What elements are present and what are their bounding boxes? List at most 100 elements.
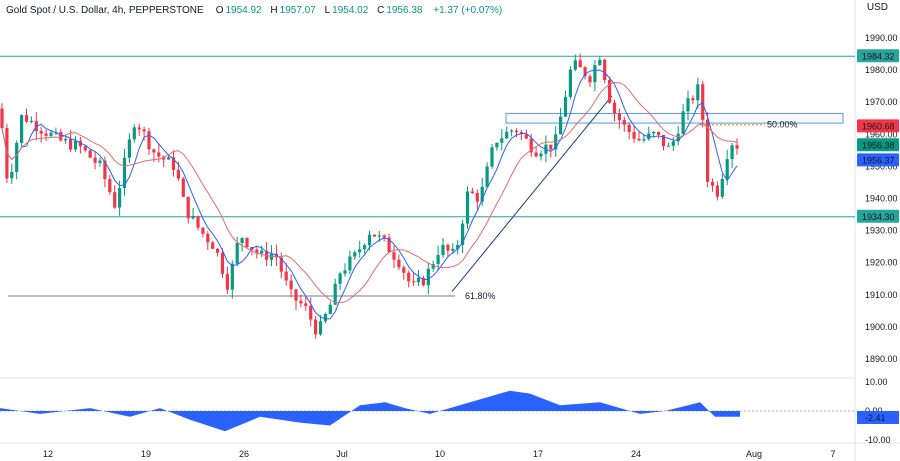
candle-body (563, 96, 568, 117)
x-tick-label: 10 (435, 449, 445, 459)
price-tag-green-bg (857, 138, 899, 152)
candle-body (113, 192, 117, 208)
candle-body (118, 187, 122, 208)
candle-body (323, 314, 327, 322)
y-tick-label: 1890.00 (865, 354, 898, 364)
candle-body (49, 132, 53, 136)
candle-body (73, 140, 78, 150)
osc-last-tag-bg (857, 410, 899, 424)
price-tag-green: 1956.38 (862, 140, 895, 150)
candle-body (510, 130, 514, 132)
ma-fast-line (1, 69, 738, 320)
candle-body (696, 84, 700, 101)
fib-50-label: 50.00% (767, 120, 798, 130)
y-tick-label: 1960.00 (865, 129, 898, 139)
y-tick-label: 1910.00 (865, 290, 898, 300)
candle-body (137, 127, 141, 130)
candle-body (559, 116, 563, 135)
candle-body (470, 191, 474, 194)
candle-body (343, 270, 347, 274)
level-price-tag-bg (857, 49, 899, 63)
candle-body (206, 233, 210, 243)
candle-body (122, 157, 127, 188)
candle-body (363, 245, 367, 250)
low-value: 1954.02 (332, 4, 369, 16)
candle-body (176, 169, 180, 179)
candle-body (353, 252, 357, 257)
candle-body (289, 280, 293, 290)
level-price-tag: 1984.32 (862, 51, 895, 61)
close-label: C (377, 4, 385, 16)
candle-body (676, 133, 680, 142)
candle-body (534, 152, 538, 157)
candle-body (691, 98, 695, 101)
candle-body (622, 120, 626, 125)
candle-body (637, 138, 641, 141)
candle-body (225, 273, 229, 290)
candle-body (603, 59, 607, 81)
x-tick-label: 7 (830, 449, 835, 459)
candle-body (500, 138, 504, 143)
candle-body (701, 84, 705, 120)
candle-body (333, 283, 337, 305)
candle-body (495, 142, 499, 148)
y-tick-label: 1920.00 (865, 258, 898, 268)
oscillator-area (0, 390, 740, 432)
currency-label[interactable]: USD (866, 2, 888, 13)
candle-body (265, 250, 269, 260)
candle-body (24, 115, 29, 122)
candle-body (103, 160, 107, 180)
candle-body (426, 268, 430, 286)
candle-body (69, 139, 73, 150)
candle-body (402, 267, 406, 273)
candle-body (372, 234, 376, 237)
candle-body (132, 127, 136, 140)
candle-body (377, 235, 381, 237)
level-price-tag-bg (857, 209, 899, 223)
y-tick-label: 1950.00 (865, 161, 898, 171)
candle-body (686, 98, 690, 112)
candle-body (529, 138, 533, 153)
symbol-title[interactable]: Gold Spot / U.S. Dollar, 4h, PEPPERSTONE (6, 4, 204, 16)
candle-body (568, 69, 572, 97)
zone-box (505, 112, 844, 124)
candle-body (240, 237, 244, 243)
candle-body (412, 281, 416, 283)
candle-body (652, 131, 656, 134)
osc-last-tag: -2.41 (865, 413, 886, 423)
candle-body (245, 237, 249, 248)
candle-body (157, 152, 161, 157)
candle-body (710, 181, 715, 186)
candle-body (255, 249, 259, 254)
candle-body (39, 131, 43, 134)
candle-body (314, 319, 318, 335)
price-tag-blue-bg (857, 153, 899, 167)
price-tag-blue: 1956.37 (862, 155, 895, 165)
open-label: O (215, 4, 224, 16)
candle-body (367, 234, 372, 246)
candle-body (485, 166, 489, 187)
candle-body (421, 277, 425, 286)
candle-body (358, 249, 362, 253)
change-value: +1.37 (+0.07%) (433, 4, 503, 16)
candle-body (98, 160, 102, 163)
x-tick-label: Jul (336, 449, 348, 459)
candle-body (54, 131, 58, 133)
candle-body (152, 149, 156, 153)
candle-body (83, 146, 87, 151)
candle-body (554, 134, 558, 150)
candle-body (451, 248, 455, 251)
high-label: H (270, 4, 278, 16)
candle-body (446, 244, 450, 251)
candle-body (338, 273, 342, 284)
candle-body (304, 303, 308, 306)
candle-body (514, 130, 519, 133)
x-tick-label: Aug (746, 449, 762, 459)
candle-body (671, 141, 675, 146)
candle-body (348, 256, 352, 271)
candle-body (632, 131, 636, 139)
candle-body (10, 171, 14, 179)
candle-body (608, 80, 612, 103)
candle-body (549, 144, 553, 150)
